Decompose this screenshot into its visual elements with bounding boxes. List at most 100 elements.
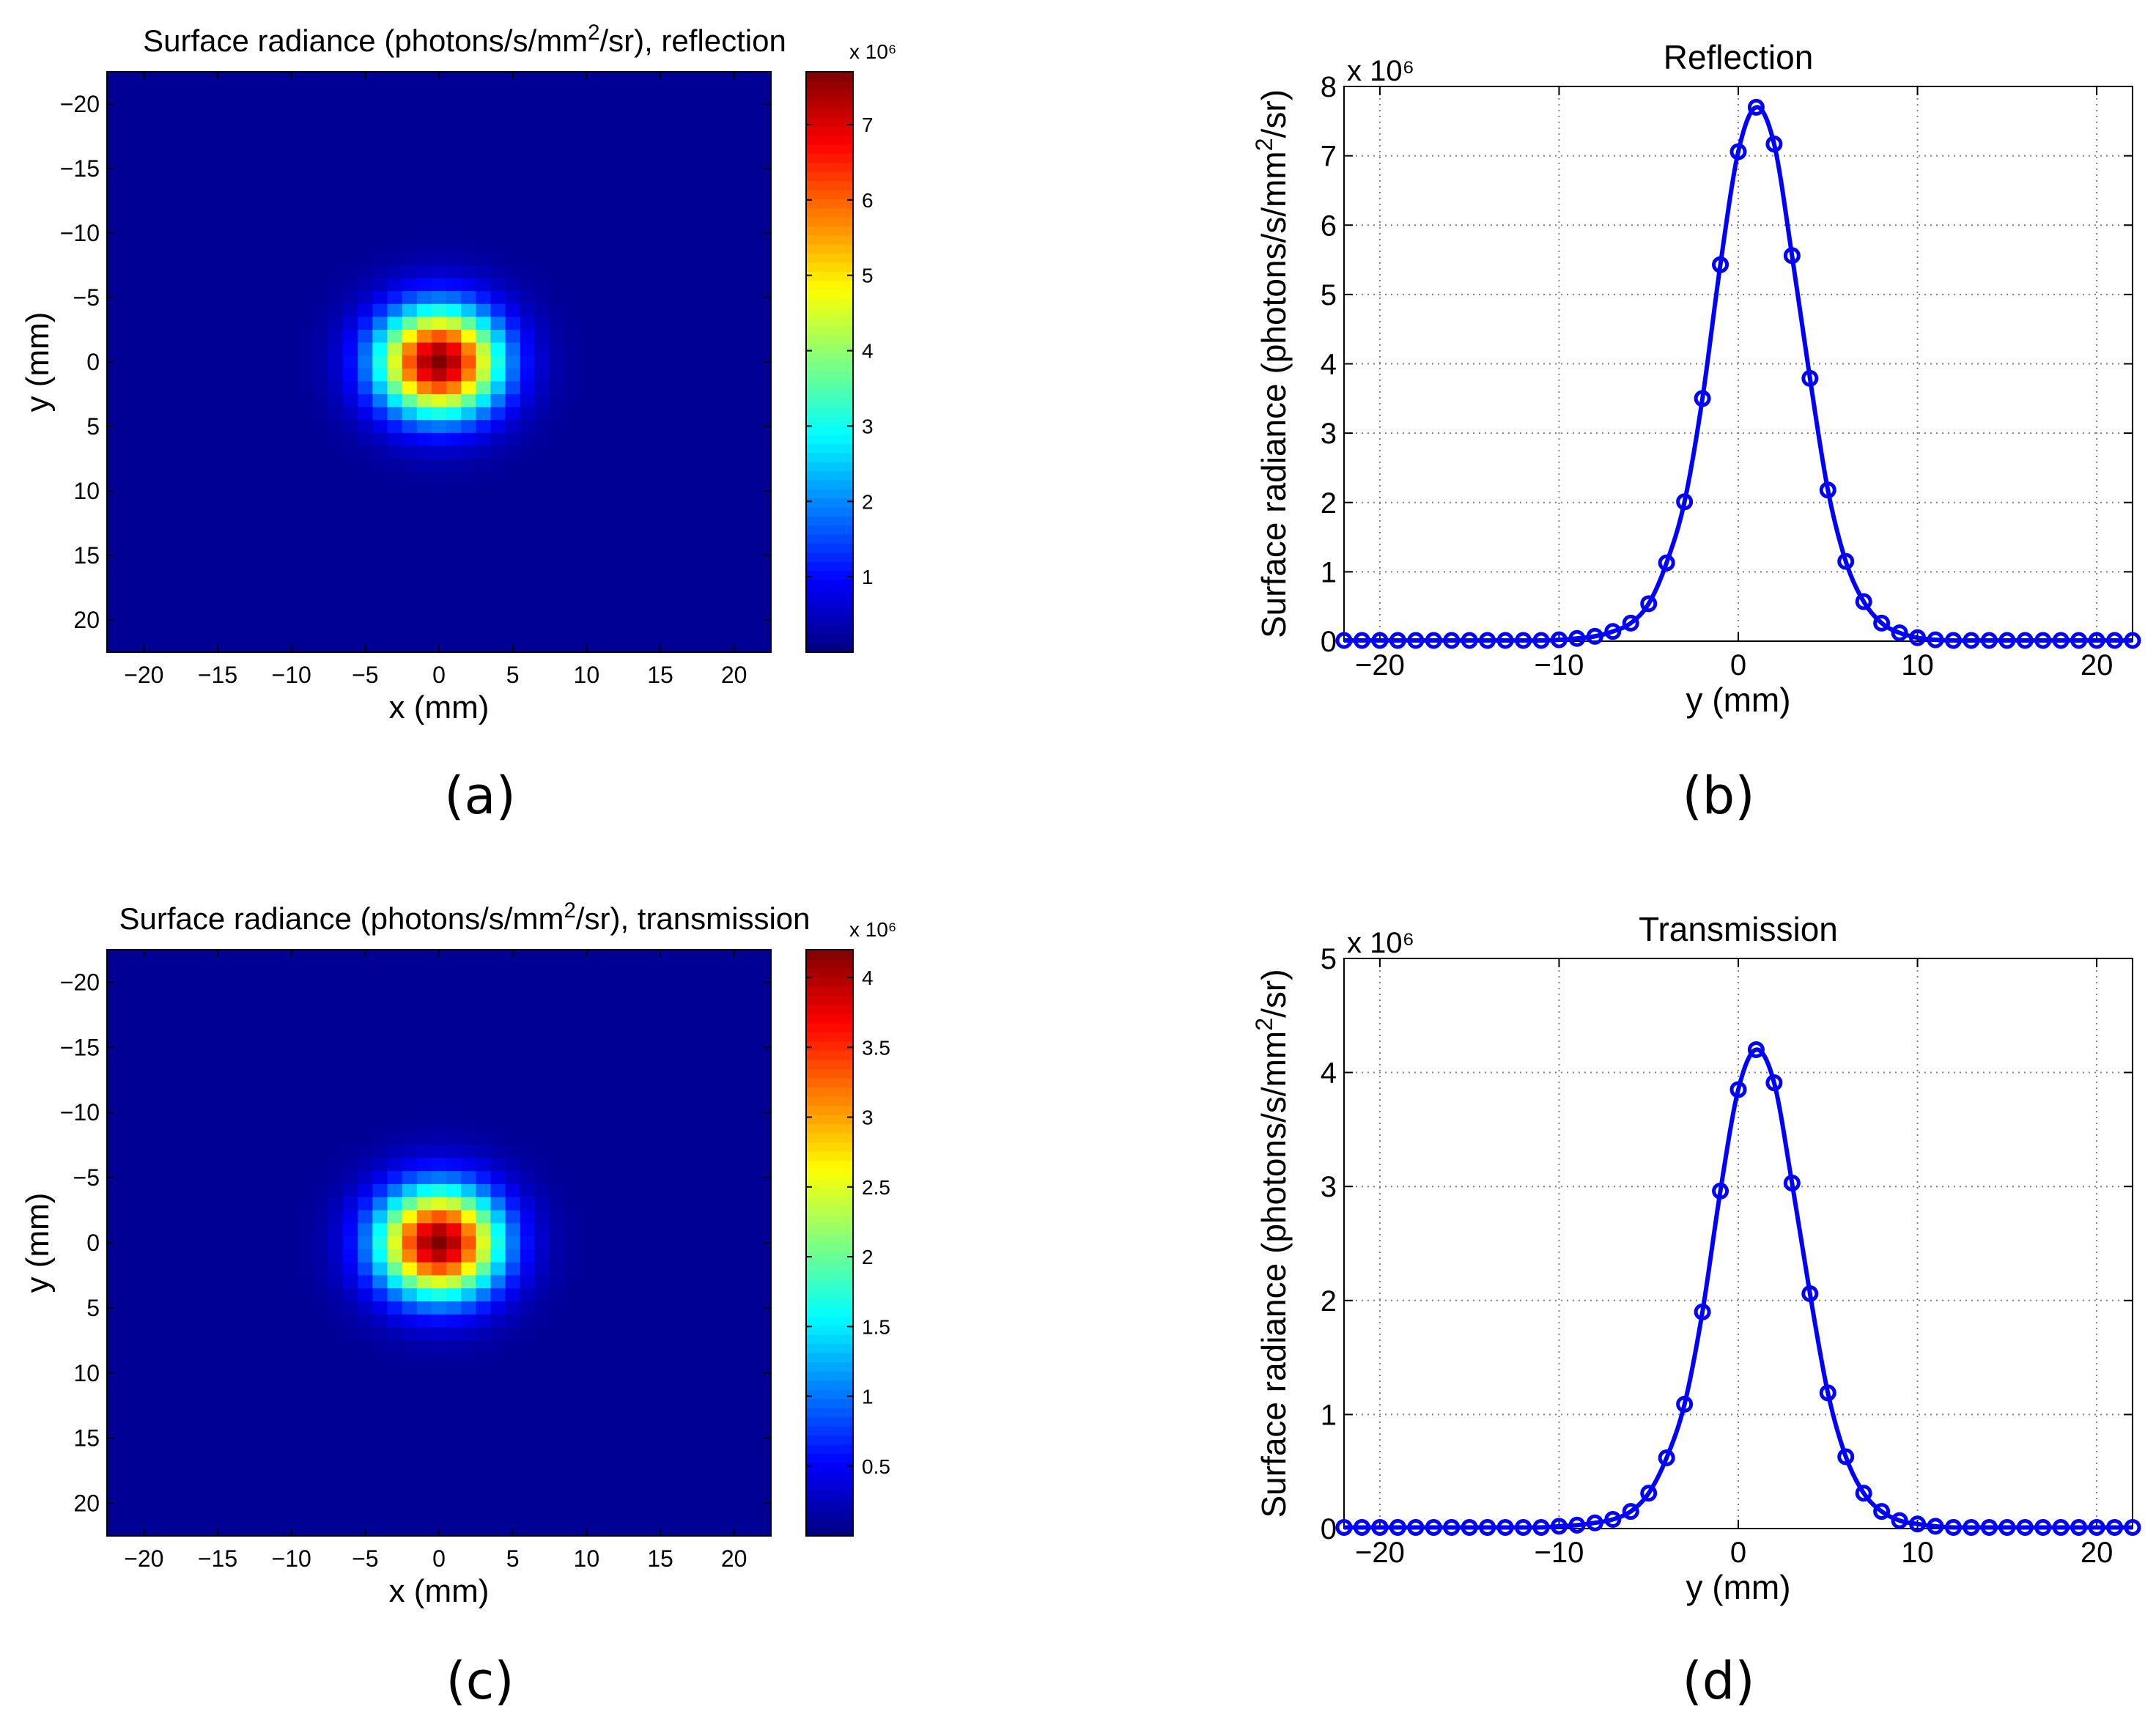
heatmap-cell (579, 149, 594, 163)
heatmap-cell (180, 1002, 196, 1016)
heatmap-cell (490, 394, 506, 408)
heatmap-cell (756, 174, 772, 188)
heatmap-cell (623, 213, 639, 227)
x-tick-label: −20 (1355, 649, 1405, 681)
heatmap-cell (387, 162, 403, 176)
heatmap-cell (358, 303, 373, 317)
y-axis-label: y (mm) (20, 1193, 56, 1293)
heatmap-cell (608, 368, 624, 382)
heatmap-cell (402, 303, 418, 317)
heatmap-cell (608, 1262, 624, 1276)
heatmap-cell (107, 381, 122, 395)
heatmap-cell (564, 1275, 580, 1289)
heatmap-cell (564, 123, 580, 137)
heatmap-cell (652, 226, 668, 240)
heatmap-cell (284, 1027, 300, 1042)
colorbar-swatch (806, 344, 853, 354)
heatmap-cell (652, 1131, 668, 1146)
data-point (2034, 1518, 2052, 1536)
heatmap-cell (756, 1457, 772, 1471)
heatmap-cell (254, 1288, 270, 1302)
heatmap-cell (431, 1366, 447, 1381)
heatmap-cell (608, 574, 624, 588)
heatmap-cell (682, 600, 698, 614)
heatmap-cell (594, 1457, 610, 1471)
heatmap-cell (372, 600, 388, 614)
heatmap-cell (461, 317, 476, 330)
heatmap-cell (136, 201, 152, 215)
heatmap-cell (564, 1457, 580, 1471)
heatmap-cell (225, 574, 240, 588)
heatmap-cell (505, 201, 521, 215)
heatmap-cell (682, 1027, 698, 1042)
heatmap-cell (697, 1067, 713, 1081)
heatmap-cell (284, 1457, 300, 1471)
heatmap-cell (490, 1431, 506, 1446)
heatmap-cell (313, 1093, 329, 1106)
heatmap-cell (180, 226, 196, 240)
heatmap-cell (195, 239, 211, 253)
heatmap-cell (328, 950, 344, 964)
heatmap-cell (180, 1210, 196, 1224)
heatmap-cell (269, 574, 285, 588)
heatmap-cell (151, 510, 167, 524)
heatmap-cell (668, 989, 683, 1002)
heatmap-cell (284, 317, 300, 330)
heatmap-cell (579, 446, 594, 459)
heatmap-cell (107, 549, 122, 563)
heatmap-cell (564, 174, 580, 188)
heatmap-cell (520, 600, 536, 614)
heatmap-cell (298, 1496, 314, 1511)
heatmap-cell (269, 626, 285, 640)
heatmap-cell (210, 1314, 226, 1329)
heatmap-cell (254, 1197, 270, 1211)
heatmap-cell (431, 1119, 447, 1133)
heatmap-cell (608, 950, 624, 964)
heatmap-cell (461, 1288, 476, 1302)
heatmap-cell (431, 626, 447, 640)
heatmap-cell (638, 1509, 654, 1523)
heatmap-cell (387, 239, 403, 253)
heatmap-cell (416, 510, 432, 524)
heatmap-cell (726, 381, 742, 395)
heatmap-cell (550, 174, 565, 188)
heatmap-cell (550, 1145, 565, 1159)
heatmap-cell (579, 536, 594, 550)
heatmap-cell (210, 123, 226, 137)
heatmap-cell (210, 136, 226, 150)
heatmap-cell (136, 342, 152, 356)
heatmap-cell (180, 1249, 196, 1263)
heatmap-cell (402, 201, 418, 215)
heatmap-cell (534, 1197, 550, 1211)
data-point (1801, 369, 1819, 387)
heatmap-cell (151, 1327, 167, 1341)
heatmap-cell (534, 213, 550, 227)
heatmap-cell (697, 1002, 713, 1016)
heatmap-cell (726, 1509, 742, 1523)
heatmap-cell (608, 1027, 624, 1042)
heatmap-cell (594, 497, 610, 511)
heatmap-cell (284, 1079, 300, 1094)
heatmap-cell (358, 1405, 373, 1419)
heatmap-cell (269, 1275, 285, 1289)
y-tick-label: 2 (1321, 1285, 1337, 1318)
heatmap-cell (564, 1509, 580, 1523)
heatmap-cell (726, 1314, 742, 1329)
heatmap-cell (579, 355, 594, 369)
heatmap-cell (416, 561, 432, 575)
heatmap-cell (166, 1419, 182, 1433)
heatmap-cell (697, 188, 713, 202)
heatmap-cell (697, 252, 713, 266)
heatmap-cell (240, 149, 255, 163)
heatmap-cell (638, 1119, 654, 1133)
heatmap-cell (726, 626, 742, 640)
heatmap-cell (225, 1014, 240, 1029)
heatmap-cell (446, 1210, 462, 1224)
heatmap-cell (107, 1379, 122, 1394)
heatmap-cell (225, 149, 240, 163)
heatmap-cell (461, 1197, 476, 1211)
heatmap-cell (682, 975, 698, 989)
heatmap-cell (534, 1523, 550, 1537)
heatmap-cell (682, 381, 698, 395)
heatmap-cell (372, 510, 388, 524)
